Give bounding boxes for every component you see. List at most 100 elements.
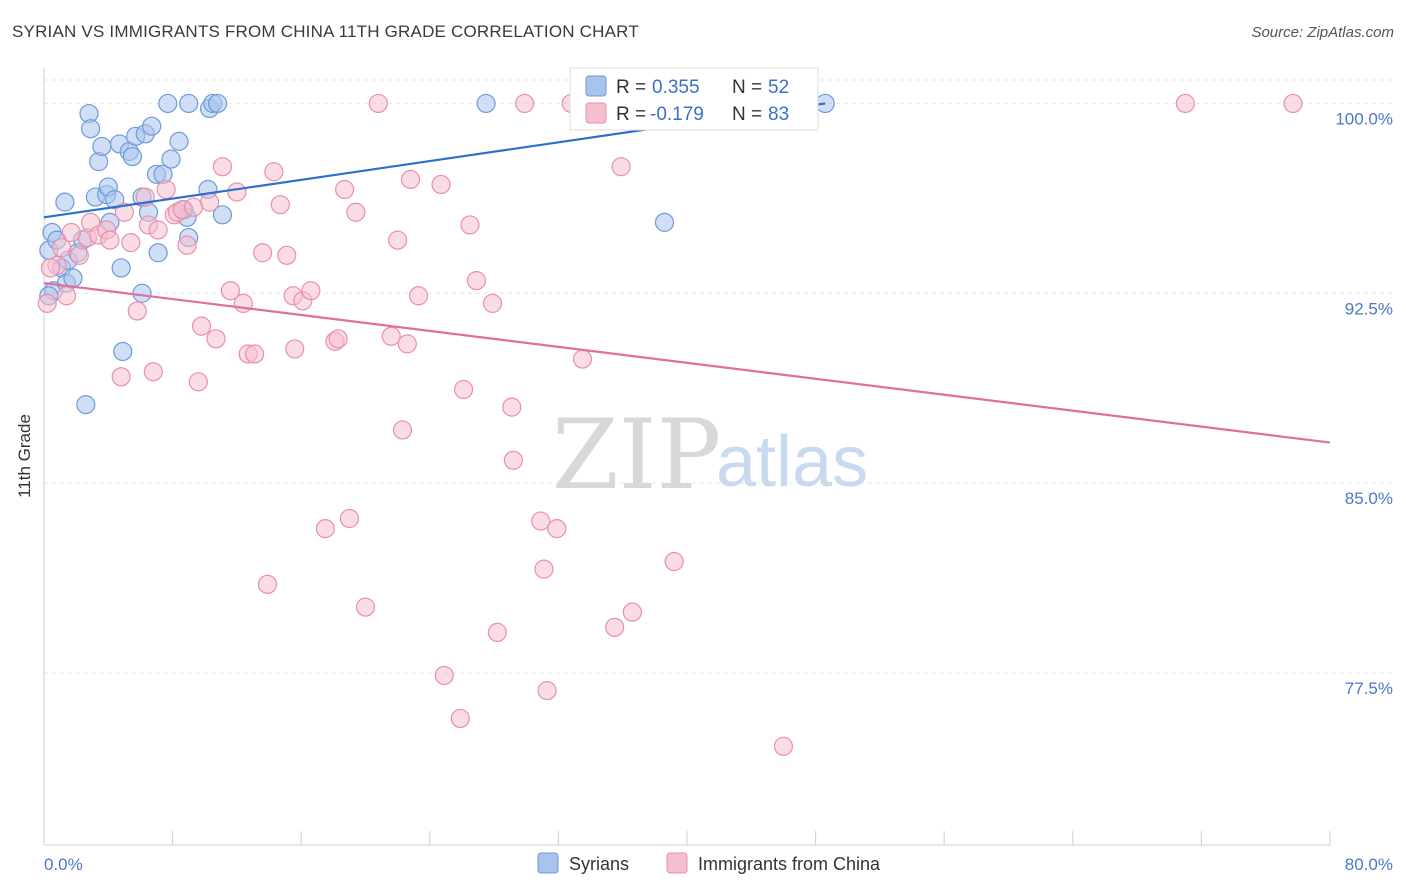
data-point[interactable] (188, 372, 208, 392)
data-point[interactable] (622, 602, 642, 622)
data-point[interactable] (61, 222, 81, 243)
data-point[interactable] (227, 182, 247, 202)
data-point[interactable] (515, 93, 535, 114)
data-point[interactable] (392, 420, 413, 440)
data-point[interactable] (183, 197, 204, 217)
x-ticks (43, 831, 1331, 845)
data-point[interactable] (148, 220, 168, 240)
legend-swatch-immigrants-from-china (585, 102, 607, 124)
data-point[interactable] (476, 93, 496, 114)
data-point[interactable] (105, 190, 125, 210)
data-point[interactable] (381, 326, 401, 346)
data-point[interactable] (56, 286, 77, 306)
data-point[interactable] (388, 230, 408, 250)
legend-n-label: N = (732, 104, 762, 125)
data-point[interactable] (335, 179, 355, 200)
data-point[interactable] (487, 622, 507, 643)
data-point[interactable] (244, 344, 265, 364)
data-point[interactable] (113, 341, 133, 362)
data-point[interactable] (40, 258, 61, 278)
data-point[interactable] (253, 243, 273, 263)
data-point[interactable] (368, 93, 388, 114)
legend-swatch-syrians (585, 75, 607, 97)
data-point[interactable] (257, 574, 278, 594)
data-point[interactable] (773, 736, 794, 756)
data-point[interactable] (547, 519, 567, 539)
data-point[interactable] (69, 245, 89, 265)
watermark: ZIP atlas (552, 399, 868, 511)
series-legend: Syrians Immigrants from China (537, 852, 881, 874)
data-point[interactable] (37, 293, 57, 313)
data-point[interactable] (301, 281, 321, 301)
data-point[interactable] (537, 681, 557, 701)
data-point[interactable] (55, 192, 75, 212)
data-point[interactable] (431, 174, 451, 195)
data-point[interactable] (397, 334, 417, 354)
data-point[interactable] (531, 511, 551, 531)
data-point[interactable] (81, 119, 101, 139)
legend-n-value: 83 (768, 104, 789, 125)
data-point[interactable] (466, 270, 487, 291)
data-point[interactable] (654, 212, 675, 232)
data-point[interactable] (156, 179, 176, 200)
data-point[interactable] (177, 235, 197, 255)
data-point[interactable] (355, 597, 376, 617)
data-point[interactable] (503, 450, 523, 470)
data-point[interactable] (52, 238, 72, 258)
data-point[interactable] (148, 243, 168, 263)
data-point[interactable] (408, 286, 429, 306)
data-point[interactable] (191, 316, 212, 336)
data-point[interactable] (199, 192, 220, 212)
data-point[interactable] (220, 281, 241, 301)
data-point[interactable] (208, 93, 228, 114)
legend-swatch-immigrants-from-china[interactable] (666, 852, 688, 874)
source-label[interactable]: Source: ZipAtlas.com (1251, 24, 1394, 41)
data-point[interactable] (158, 93, 178, 114)
stats-legend-box (569, 67, 819, 131)
data-point[interactable] (534, 559, 554, 579)
data-point[interactable] (664, 551, 684, 572)
data-point[interactable] (127, 301, 147, 321)
data-point[interactable] (143, 362, 163, 382)
data-point[interactable] (111, 258, 131, 278)
data-point[interactable] (212, 205, 233, 225)
data-point[interactable] (482, 293, 503, 313)
data-point[interactable] (400, 169, 421, 189)
data-point[interactable] (1175, 93, 1195, 114)
data-point[interactable] (285, 339, 305, 359)
data-point[interactable] (121, 233, 141, 253)
data-point[interactable] (100, 230, 120, 250)
legend-label-syrians[interactable]: Syrians (569, 854, 629, 874)
data-point[interactable] (161, 149, 181, 169)
data-point[interactable] (339, 508, 360, 529)
data-point[interactable] (346, 202, 366, 222)
data-point[interactable] (502, 397, 522, 417)
data-point[interactable] (572, 349, 593, 369)
data-point[interactable] (169, 131, 189, 151)
data-point[interactable] (1283, 93, 1303, 114)
data-point[interactable] (460, 215, 480, 235)
data-point[interactable] (122, 146, 143, 167)
data-point[interactable] (92, 136, 112, 157)
legend-label-immigrants-from-china[interactable]: Immigrants from China (698, 854, 881, 874)
data-point[interactable] (315, 519, 335, 539)
data-point[interactable] (328, 329, 348, 349)
data-point[interactable] (212, 157, 233, 177)
data-point[interactable] (111, 367, 131, 387)
data-point[interactable] (453, 379, 474, 400)
data-point[interactable] (270, 195, 290, 215)
data-point[interactable] (76, 395, 96, 415)
data-point[interactable] (206, 329, 226, 349)
data-point[interactable] (142, 116, 162, 136)
data-point[interactable] (179, 93, 199, 114)
data-point[interactable] (114, 202, 134, 222)
data-point[interactable] (277, 245, 297, 265)
data-point[interactable] (264, 162, 284, 182)
data-point[interactable] (132, 283, 152, 303)
data-point[interactable] (605, 617, 625, 637)
legend-swatch-syrians[interactable] (537, 852, 559, 874)
data-point[interactable] (434, 665, 454, 686)
data-point[interactable] (450, 708, 470, 729)
data-point[interactable] (611, 157, 631, 177)
data-point[interactable] (63, 268, 83, 288)
